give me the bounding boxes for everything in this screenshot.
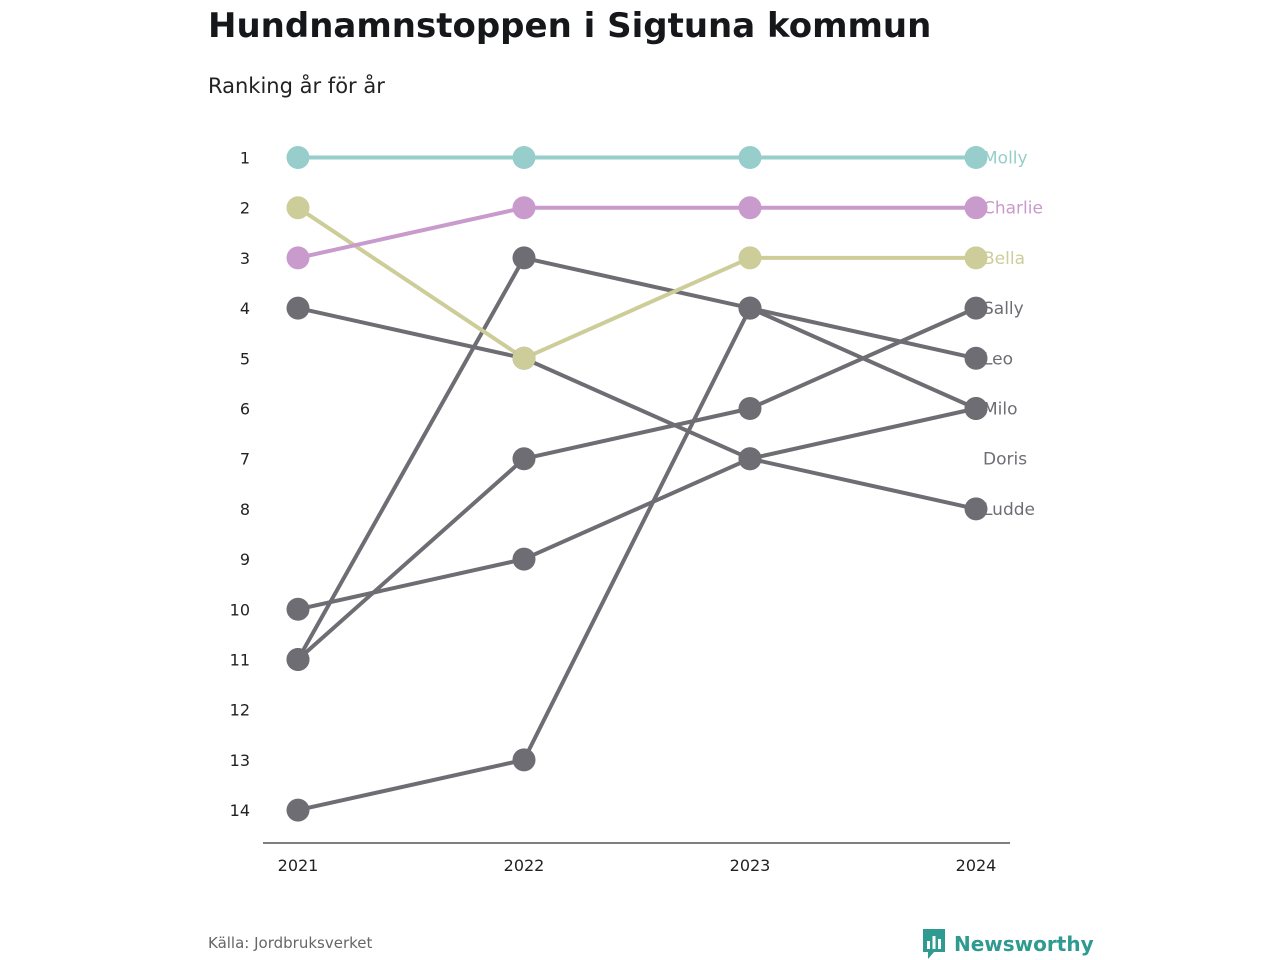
point-molly-2021 (286, 146, 310, 169)
y-tick-label: 3 (240, 249, 250, 268)
point-milo-2021 (286, 597, 310, 621)
y-tick-label: 14 (230, 801, 250, 820)
series-lines (296, 155, 978, 813)
point-bella-2022 (512, 346, 536, 370)
point-sally-2022 (512, 447, 536, 471)
x-tick-label: 2024 (956, 856, 997, 875)
series-line-leo (296, 306, 978, 813)
point-sally-2024 (964, 296, 988, 320)
x-tick-label: 2021 (278, 856, 319, 875)
point-milo-2023 (738, 447, 762, 471)
y-tick-label: 4 (240, 299, 250, 318)
point-bella-2021 (286, 196, 310, 220)
x-tick-label: 2023 (730, 856, 771, 875)
series-line-milo (296, 406, 978, 612)
end-label-molly: Molly (983, 149, 1028, 169)
point-leo-2021 (286, 798, 310, 822)
y-tick-label: 7 (240, 450, 250, 469)
y-tick-label: 13 (230, 751, 250, 770)
x-tick-label: 2022 (504, 856, 545, 875)
point-ludde-2021 (286, 296, 310, 320)
end-label-bella: Bella (983, 249, 1025, 269)
point-leo-2024 (964, 346, 988, 370)
point-molly-2022 (512, 146, 536, 169)
point-charlie-2022 (512, 196, 536, 220)
y-tick-label: 11 (230, 651, 250, 670)
point-charlie-2023 (738, 196, 762, 220)
point-leo-2022 (512, 748, 536, 772)
series-line-ludde (296, 306, 978, 511)
end-label-leo: Leo (983, 349, 1013, 369)
y-tick-label: 2 (240, 199, 250, 218)
point-sally-2023 (738, 397, 762, 420)
point-doris-2022 (512, 246, 536, 270)
point-bella-2023 (738, 246, 762, 270)
y-tick-label: 6 (240, 400, 250, 419)
end-label-milo: Milo (983, 400, 1018, 420)
newsworthy-logo-icon (923, 929, 945, 959)
series-line-charlie (296, 205, 978, 260)
y-tick-label: 10 (230, 600, 250, 619)
point-milo-2022 (512, 547, 536, 571)
point-leo-2023 (738, 296, 762, 320)
point-bella-2024 (964, 246, 988, 270)
point-molly-2023 (738, 146, 762, 169)
brand-logo[interactable]: Newsworthy (922, 928, 1094, 960)
point-charlie-2021 (286, 246, 310, 270)
brand-name: Newsworthy (954, 932, 1094, 956)
end-label-ludde: Ludde (983, 500, 1035, 520)
y-tick-label: 1 (240, 149, 250, 168)
y-tick-label: 12 (230, 701, 250, 720)
series-line-doris (296, 255, 978, 662)
source-note: Källa: Jordbruksverket (208, 934, 373, 952)
point-ludde-2024 (964, 497, 988, 521)
end-label-charlie: Charlie (983, 199, 1043, 219)
point-milo-2024 (964, 397, 988, 420)
point-charlie-2024 (964, 196, 988, 220)
y-tick-label: 5 (240, 349, 250, 368)
series-line-bella (296, 205, 978, 361)
point-sally-2021 (286, 648, 310, 671)
chart-subtitle: Ranking år för år (208, 74, 385, 98)
chart-title: Hundnamnstoppen i Sigtuna kommun (208, 6, 932, 46)
end-label-doris: Doris (983, 450, 1027, 470)
x-axis-ticks: 2021 2022 2023 2024 (278, 856, 997, 875)
end-labels: Molly Charlie Bella Sally Leo Milo Doris Ludde (983, 149, 1043, 520)
point-molly-2024 (964, 146, 988, 169)
series-line-sally (296, 306, 978, 662)
y-tick-label: 9 (240, 550, 250, 569)
y-tick-label: 8 (240, 500, 250, 519)
series-points (286, 146, 988, 822)
end-label-sally: Sally (983, 299, 1024, 319)
